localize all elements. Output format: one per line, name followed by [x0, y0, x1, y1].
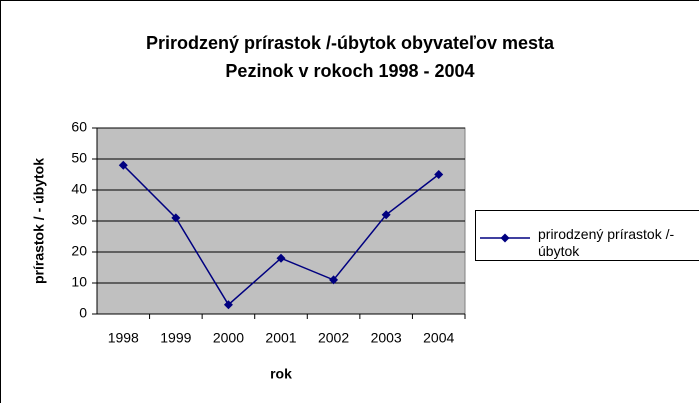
y-tick-label: 60 [71, 119, 87, 135]
x-axis-label: rok [270, 366, 292, 382]
marker [434, 170, 444, 179]
marker [223, 300, 233, 310]
y-tick-label: 40 [71, 181, 87, 197]
y-tick-label: 20 [71, 243, 87, 259]
chart-title: Prirodzený prírastok /-úbytok obyvateľov… [146, 33, 555, 53]
marker [329, 275, 339, 285]
legend-label: prirodzený prírastok /-úbytok [538, 226, 675, 259]
legend-marker [500, 233, 510, 243]
legend-box [475, 210, 699, 261]
y-axis-label: prírastok / - úbytok [31, 158, 47, 284]
x-tick-label: 1999 [160, 330, 191, 346]
x-tick-label: 2003 [371, 330, 402, 346]
y-tick-label: 30 [71, 212, 87, 228]
x-tick-label: 2001 [265, 330, 296, 346]
marker [381, 210, 391, 220]
marker [118, 160, 128, 170]
x-tick-label: 2002 [318, 330, 349, 346]
x-tick-label: 2004 [423, 330, 454, 346]
x-tick-label: 2000 [213, 330, 244, 346]
marker [171, 213, 181, 223]
y-tick-label: 0 [79, 305, 87, 321]
chart-title: Pezinok v rokoch 1998 - 2004 [225, 61, 474, 81]
y-tick-label: 50 [71, 150, 87, 166]
x-tick-label: 1998 [108, 330, 139, 346]
marker [276, 253, 286, 263]
y-tick-label: 10 [71, 274, 87, 290]
